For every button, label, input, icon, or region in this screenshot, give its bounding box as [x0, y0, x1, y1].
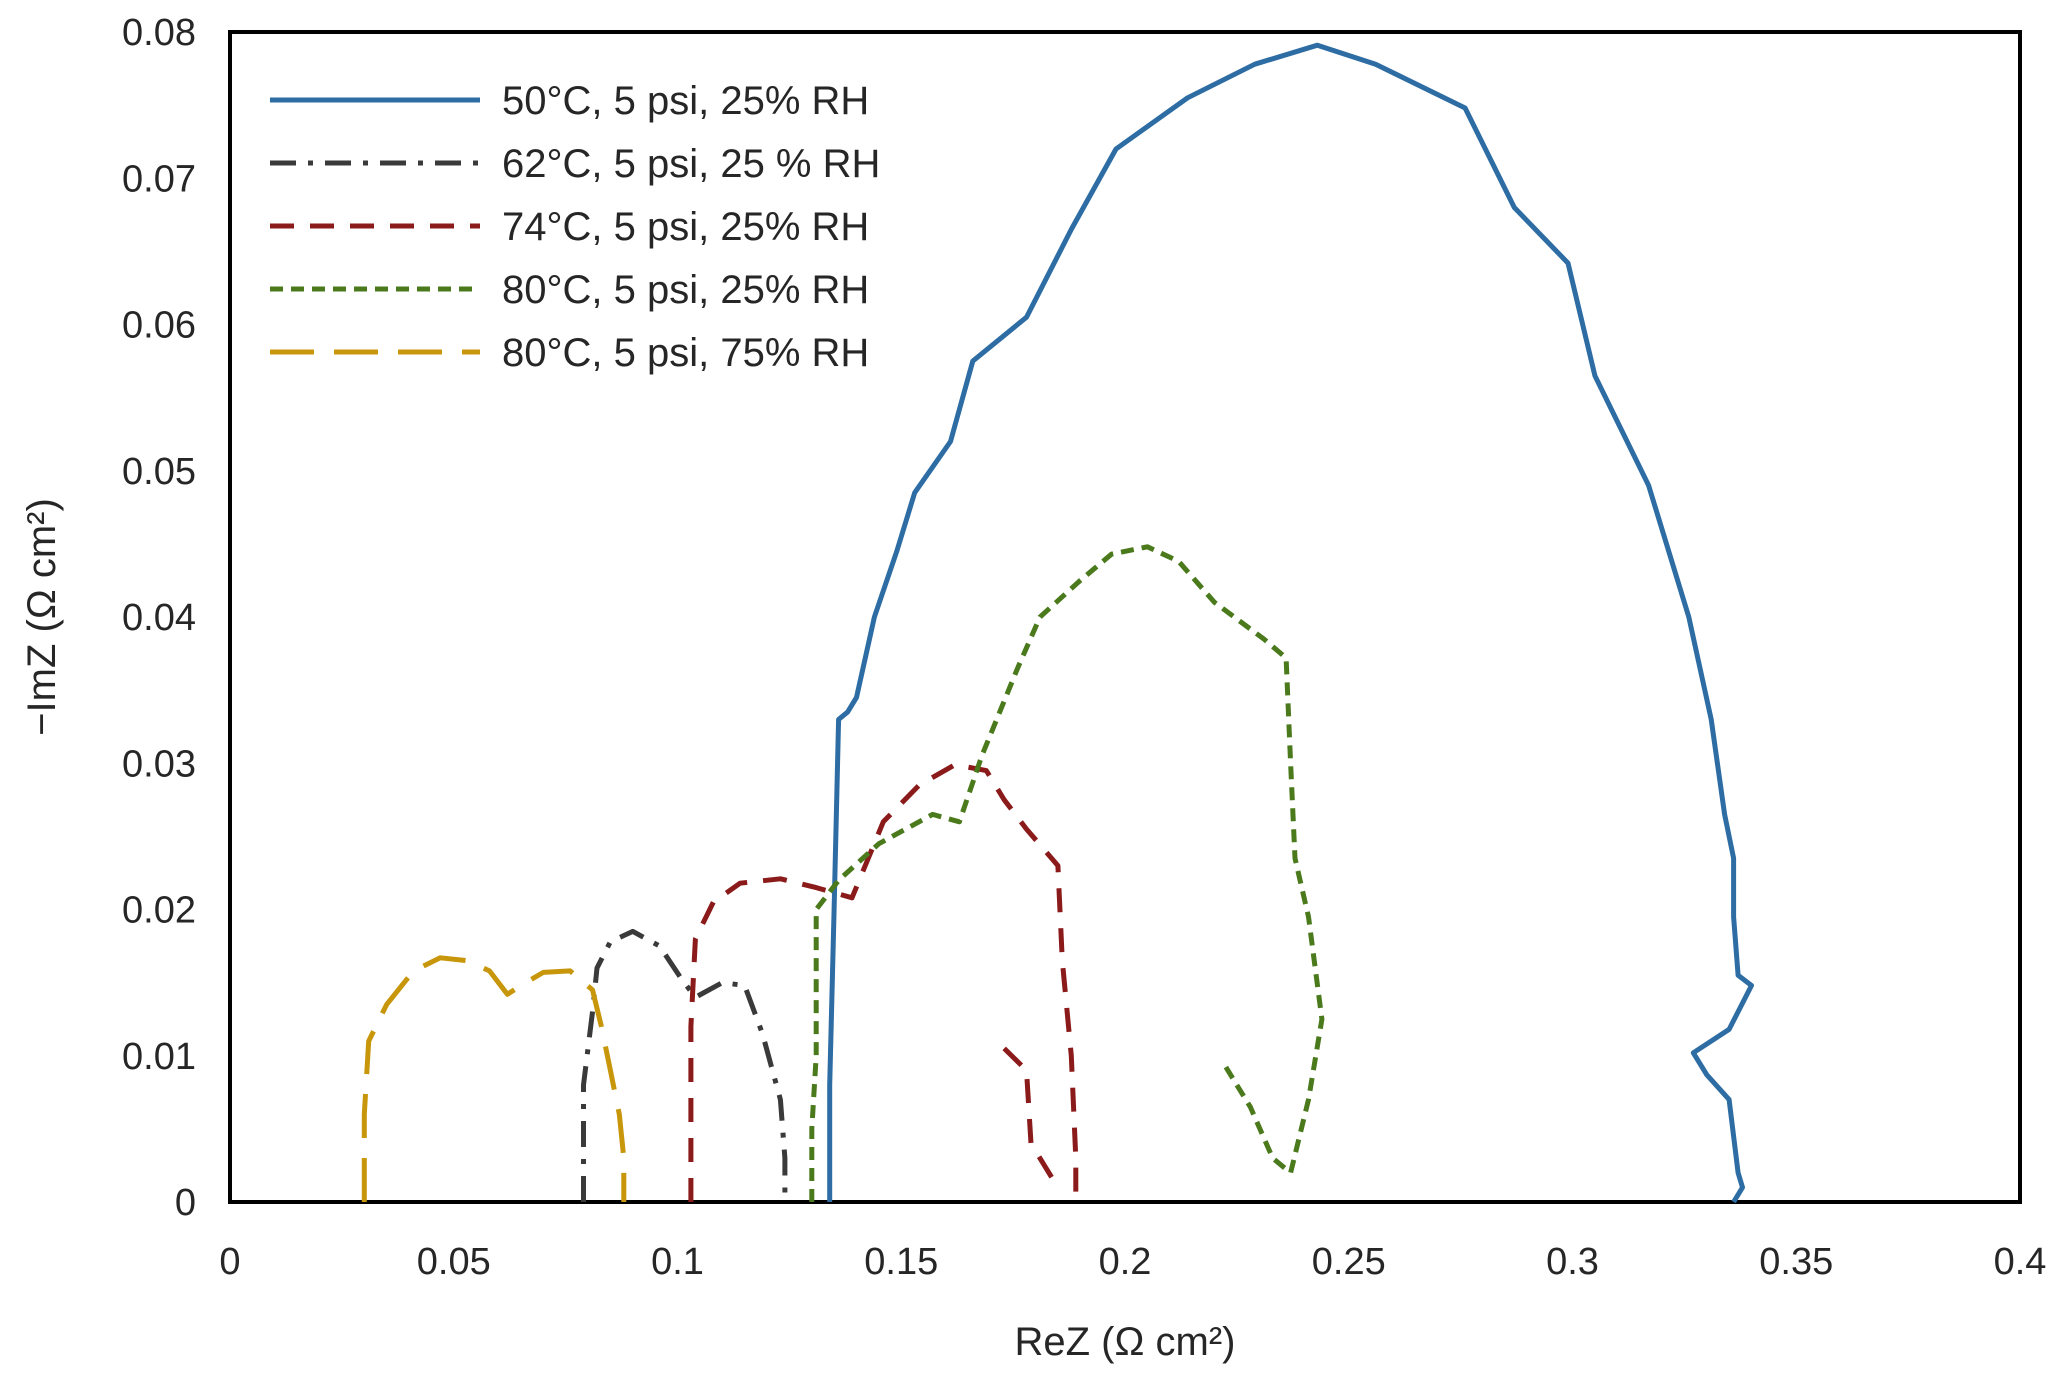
legend-label-3: 74°C, 5 psi, 25% RH — [502, 205, 869, 249]
series-line-3 — [688, 762, 1079, 1202]
x-tick-labels: 0 0.05 0.1 0.15 0.2 0.25 0.3 0.35 0.4 — [219, 1241, 2046, 1283]
x-tick-label: 0.25 — [1312, 1241, 1386, 1283]
series-line-1 — [827, 42, 1754, 1204]
series-line-5 — [361, 955, 627, 1202]
y-tick-label: 0.06 — [122, 305, 196, 347]
x-tick-label: 0 — [219, 1241, 240, 1283]
y-tick-label: 0 — [175, 1182, 196, 1224]
x-tick-label: 0.3 — [1546, 1241, 1599, 1283]
x-tick-label: 0.15 — [864, 1241, 938, 1283]
legend-label-5: 80°C, 5 psi, 75% RH — [502, 331, 869, 375]
series-line-2 — [581, 928, 788, 1202]
y-tick-label: 0.08 — [122, 12, 196, 54]
y-tick-label: 0.01 — [122, 1036, 196, 1078]
x-tick-label: 0.2 — [1099, 1241, 1152, 1283]
legend-label-2: 62°C, 5 psi, 25 % RH — [502, 142, 880, 186]
legend-label-1: 50°C, 5 psi, 25% RH — [502, 79, 869, 123]
legend: 50°C, 5 psi, 25% RH 62°C, 5 psi, 25 % RH 7… — [270, 79, 880, 375]
x-tick-label: 0.35 — [1759, 1241, 1833, 1283]
y-axis-label: −ImZ (Ω cm²) — [20, 498, 64, 736]
y-tick-labels: 0 0.01 0.02 0.03 0.04 0.05 0.06 0.07 0.08 — [122, 12, 196, 1224]
x-tick-label: 0.1 — [651, 1241, 704, 1283]
legend-label-4: 80°C, 5 psi, 25% RH — [502, 268, 869, 312]
y-tick-label: 0.02 — [122, 890, 196, 932]
y-tick-label: 0.07 — [122, 158, 196, 200]
y-tick-label: 0.03 — [122, 743, 196, 785]
y-tick-label: 0.05 — [122, 451, 196, 493]
x-axis-label: ReZ (Ω cm²) — [1015, 1320, 1236, 1364]
y-tick-label: 0.04 — [122, 597, 196, 639]
series-layer — [361, 42, 1754, 1204]
x-tick-label: 0.05 — [417, 1241, 491, 1283]
series-line-4 — [809, 544, 1325, 1202]
x-tick-label: 0.4 — [1994, 1241, 2047, 1283]
plot-area — [228, 30, 2022, 1204]
